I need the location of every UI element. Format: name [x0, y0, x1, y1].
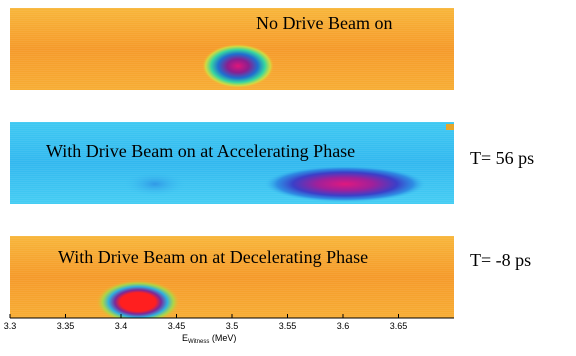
beam-spot-decelerating — [96, 280, 180, 318]
side-label-accelerating: T= 56 ps — [470, 148, 535, 168]
x-tick-label: 3.55 — [279, 321, 297, 331]
x-tick-label: 3.3 — [4, 321, 17, 331]
panel-label-accelerating: With Drive Beam on at Accelerating Phase — [46, 141, 356, 161]
x-tick-label: 3.65 — [390, 321, 408, 331]
heatmap-panel-accelerating — [10, 122, 454, 204]
x-tick-label: 3.5 — [226, 321, 239, 331]
beam-spot-no-drive — [202, 44, 274, 88]
heatmap-no-drive — [10, 8, 454, 90]
beam-spot-accelerating — [265, 166, 425, 202]
x-tick-label: 3.4 — [115, 321, 128, 331]
heatmap-panel-no-drive — [10, 8, 454, 90]
panel-label-decelerating: With Drive Beam on at Decelerating Phase — [58, 247, 369, 267]
heatmap-decelerating — [10, 236, 454, 318]
side-label-decelerating: T= -8 ps — [470, 250, 532, 270]
x-tick-label: 3.6 — [337, 321, 350, 331]
x-tick-label: 3.35 — [57, 321, 75, 331]
x-axis-title: EWitness (MeV) — [182, 333, 236, 345]
heatmap-accelerating — [10, 122, 454, 204]
heatmap-panel-decelerating — [10, 236, 454, 318]
panel-label-no-drive: No Drive Beam on — [256, 13, 393, 33]
x-tick-label: 3.45 — [168, 321, 186, 331]
